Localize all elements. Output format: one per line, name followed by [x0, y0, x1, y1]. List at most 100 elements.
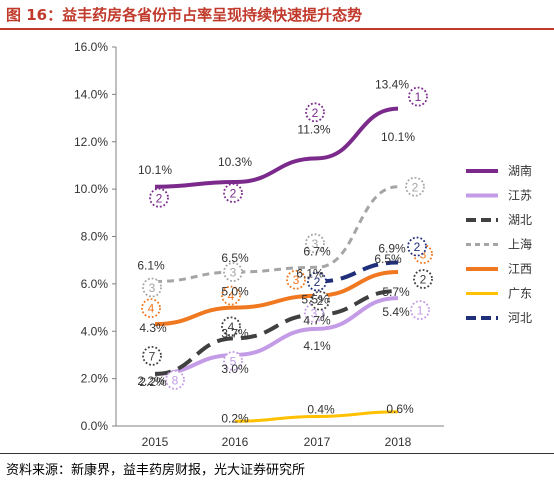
data-labels: 10.1%10.3%11.3%13.4%2.2%3.0%4.1%5.4%2.2%… [137, 78, 415, 426]
rank-number: 4 [228, 320, 235, 334]
data-label: 6.9% [378, 242, 406, 256]
series-line [154, 296, 399, 376]
y-tick-label: 0.0% [81, 419, 109, 433]
data-label: 10.1% [138, 163, 172, 177]
legend-label: 河北 [508, 311, 532, 325]
rank-circle [307, 271, 327, 292]
rank-circle [223, 262, 243, 282]
data-label: 2.2% [137, 374, 165, 388]
data-label: 0.4% [307, 403, 335, 417]
rank-number: 2 [312, 106, 319, 120]
rank-circle [286, 269, 306, 290]
rank-number: 1 [415, 90, 422, 104]
rank-number: 3 [311, 306, 318, 320]
data-label: 0.2% [221, 411, 249, 425]
series-line [234, 410, 399, 423]
legend-label: 上海 [508, 237, 532, 252]
rank-circle [310, 290, 330, 311]
y-tick-label: 10.0% [74, 182, 108, 196]
rank-circle [142, 345, 162, 366]
rank-number: 2 [317, 294, 324, 308]
line-chart: 0.0% 2.0% 4.0% 6.0% 8.0% 10.0% 12.0% 14.0% 16.0%… [74, 40, 532, 449]
y-tick-label: 8.0% [81, 230, 109, 244]
series-line [154, 270, 399, 327]
data-label: 6.1% [137, 259, 165, 273]
data-label: 0.6% [386, 402, 414, 416]
source-rule [0, 453, 554, 454]
data-label: 11.3% [297, 122, 330, 136]
rank-number: 7 [149, 349, 156, 363]
rank-circle [142, 277, 162, 298]
y-tick-label: 16.0% [74, 40, 108, 54]
rank-circle [407, 236, 427, 257]
rank-number: 2 [412, 180, 419, 194]
figure-title: 图 16：益丰药房各省份市占率呈现持续快速提升态势 [6, 6, 363, 24]
rank-number: 3 [230, 266, 237, 280]
rank-number: 2 [156, 191, 163, 205]
data-label: 13.4% [375, 78, 409, 92]
legend-label: 江西 [508, 262, 532, 276]
rank-number: 2 [314, 275, 321, 289]
legend-label: 江苏 [508, 189, 532, 203]
rank-number: 2 [414, 240, 421, 254]
data-label: 4.1% [303, 339, 331, 353]
title-rule [0, 28, 554, 30]
rank-number: 3 [312, 237, 319, 251]
rank-number: 8 [172, 373, 179, 387]
x-tick-label: 2016 [222, 435, 249, 449]
y-tick-label: 2.0% [81, 372, 109, 386]
data-label: 3.0% [221, 362, 249, 376]
series-line [154, 288, 399, 376]
data-label: 5.7% [382, 285, 410, 299]
data-label: 5.0% [221, 285, 249, 299]
axes: 0.0% 2.0% 4.0% 6.0% 8.0% 10.0% 12.0% 14.0% 16.0%… [74, 40, 444, 449]
rank-number: 3 [293, 273, 300, 287]
legend-label: 广东 [508, 287, 532, 301]
rank-circle [149, 187, 169, 208]
rank-number: 2 [420, 272, 427, 286]
data-label: 2.2% [139, 375, 167, 389]
data-label: 10.3% [218, 155, 252, 169]
data-label: 6.1% [296, 267, 324, 281]
rank-number: 3 [149, 281, 156, 295]
rank-number: 4 [228, 289, 235, 303]
y-tick-label: 12.0% [74, 135, 108, 149]
rank-circle [410, 300, 430, 320]
x-tick-label: 2015 [142, 435, 169, 449]
x-tick-label: 2018 [385, 435, 412, 449]
series-lines [154, 106, 399, 423]
rank-circle [413, 269, 433, 289]
rank-circle [141, 298, 161, 319]
rank-number: 5 [230, 354, 237, 368]
rank-circle [223, 351, 243, 371]
rank-circle [221, 316, 241, 337]
data-label: 4.7% [303, 314, 331, 328]
series-line [154, 106, 399, 189]
rank-number: 4 [148, 302, 155, 316]
data-label: 6.5% [374, 252, 402, 266]
legend-label: 湖北 [508, 212, 532, 227]
rank-circle [165, 369, 185, 390]
series-line [316, 260, 399, 284]
rank-circle [305, 233, 325, 254]
rank-circle [221, 285, 241, 306]
rank-circle [305, 102, 325, 123]
series-line [154, 185, 399, 284]
data-label: 6.5% [221, 251, 249, 265]
x-tick-label: 2017 [304, 435, 331, 449]
legend-label: 湖南 [508, 163, 532, 178]
rank-circle [405, 176, 425, 197]
data-label: 5.4% [382, 305, 410, 319]
rank-circle [223, 183, 243, 203]
y-tick-label: 6.0% [81, 277, 109, 291]
source-note: 资料来源：新康界，益丰药房财报，光大证券研究所 [6, 463, 306, 478]
y-tick-label: 4.0% [81, 324, 109, 338]
data-label: 6.7% [303, 244, 331, 258]
rank-circle [408, 86, 428, 107]
y-tick-label: 14.0% [74, 87, 108, 101]
rank-number: 3 [420, 248, 427, 262]
data-label: 5.5% [301, 293, 329, 307]
data-label: 3.7% [221, 326, 249, 340]
